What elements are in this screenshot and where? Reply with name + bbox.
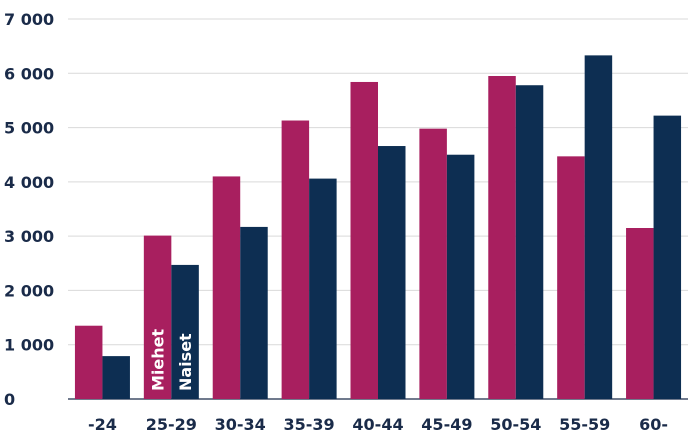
bar-miehet-50-54 bbox=[488, 76, 516, 399]
y-tick-label: 5 000 bbox=[4, 119, 54, 138]
y-tick-label: 2 000 bbox=[4, 281, 54, 300]
bar-naiset-25-29 bbox=[171, 264, 199, 399]
x-tick-label: 50-54 bbox=[490, 415, 541, 433]
y-axis-ticks: 0 1 000 2 000 3 000 4 000 5 000 6 000 7 000 bbox=[4, 10, 54, 409]
x-tick-label: 25-29 bbox=[146, 415, 197, 433]
bar-miehet-55-59 bbox=[557, 156, 585, 399]
bar-naiset-50-54 bbox=[515, 85, 544, 399]
series-label-miehet: Miehet bbox=[149, 329, 168, 392]
bar-naiset-30-34 bbox=[240, 226, 268, 399]
bar-miehet-45-49 bbox=[419, 128, 447, 399]
series-label-naiset: Naiset bbox=[176, 333, 195, 391]
bar-naiset-45-49 bbox=[446, 154, 475, 399]
x-tick-label: 55-59 bbox=[559, 415, 610, 433]
bar-miehet--24 bbox=[74, 325, 103, 399]
x-tick-label: 45-49 bbox=[421, 415, 472, 433]
x-axis-ticks: -24 25-29 30-34 35-39 40-44 45-49 50-54 55-59 60… bbox=[88, 415, 668, 433]
bar-miehet-35-39 bbox=[281, 120, 310, 399]
series-labels: Miehet Naiset bbox=[149, 329, 196, 392]
y-tick-label: 1 000 bbox=[4, 336, 54, 355]
x-tick-label: 35-39 bbox=[284, 415, 335, 433]
x-tick-label: 30-34 bbox=[215, 415, 266, 433]
bar-miehet-60- bbox=[626, 228, 654, 399]
y-tick-label: 3 000 bbox=[4, 227, 54, 246]
x-tick-label: -24 bbox=[88, 415, 117, 433]
bars bbox=[74, 55, 682, 399]
y-tick-label: 6 000 bbox=[4, 64, 54, 83]
x-tick-label: 60- bbox=[639, 415, 668, 433]
bar-miehet-40-44 bbox=[350, 81, 378, 399]
bar-naiset-60- bbox=[653, 115, 682, 399]
bar-miehet-30-34 bbox=[212, 176, 241, 399]
bar-miehet-25-29 bbox=[143, 235, 172, 399]
y-tick-label: 7 000 bbox=[4, 10, 54, 29]
bar-naiset--24 bbox=[102, 356, 130, 399]
bar-naiset-40-44 bbox=[378, 146, 406, 399]
x-tick-label: 40-44 bbox=[352, 415, 403, 433]
y-tick-label: 4 000 bbox=[4, 173, 54, 192]
bar-naiset-55-59 bbox=[584, 55, 613, 399]
bar-naiset-35-39 bbox=[309, 178, 337, 399]
y-tick-label: 0 bbox=[4, 390, 15, 409]
